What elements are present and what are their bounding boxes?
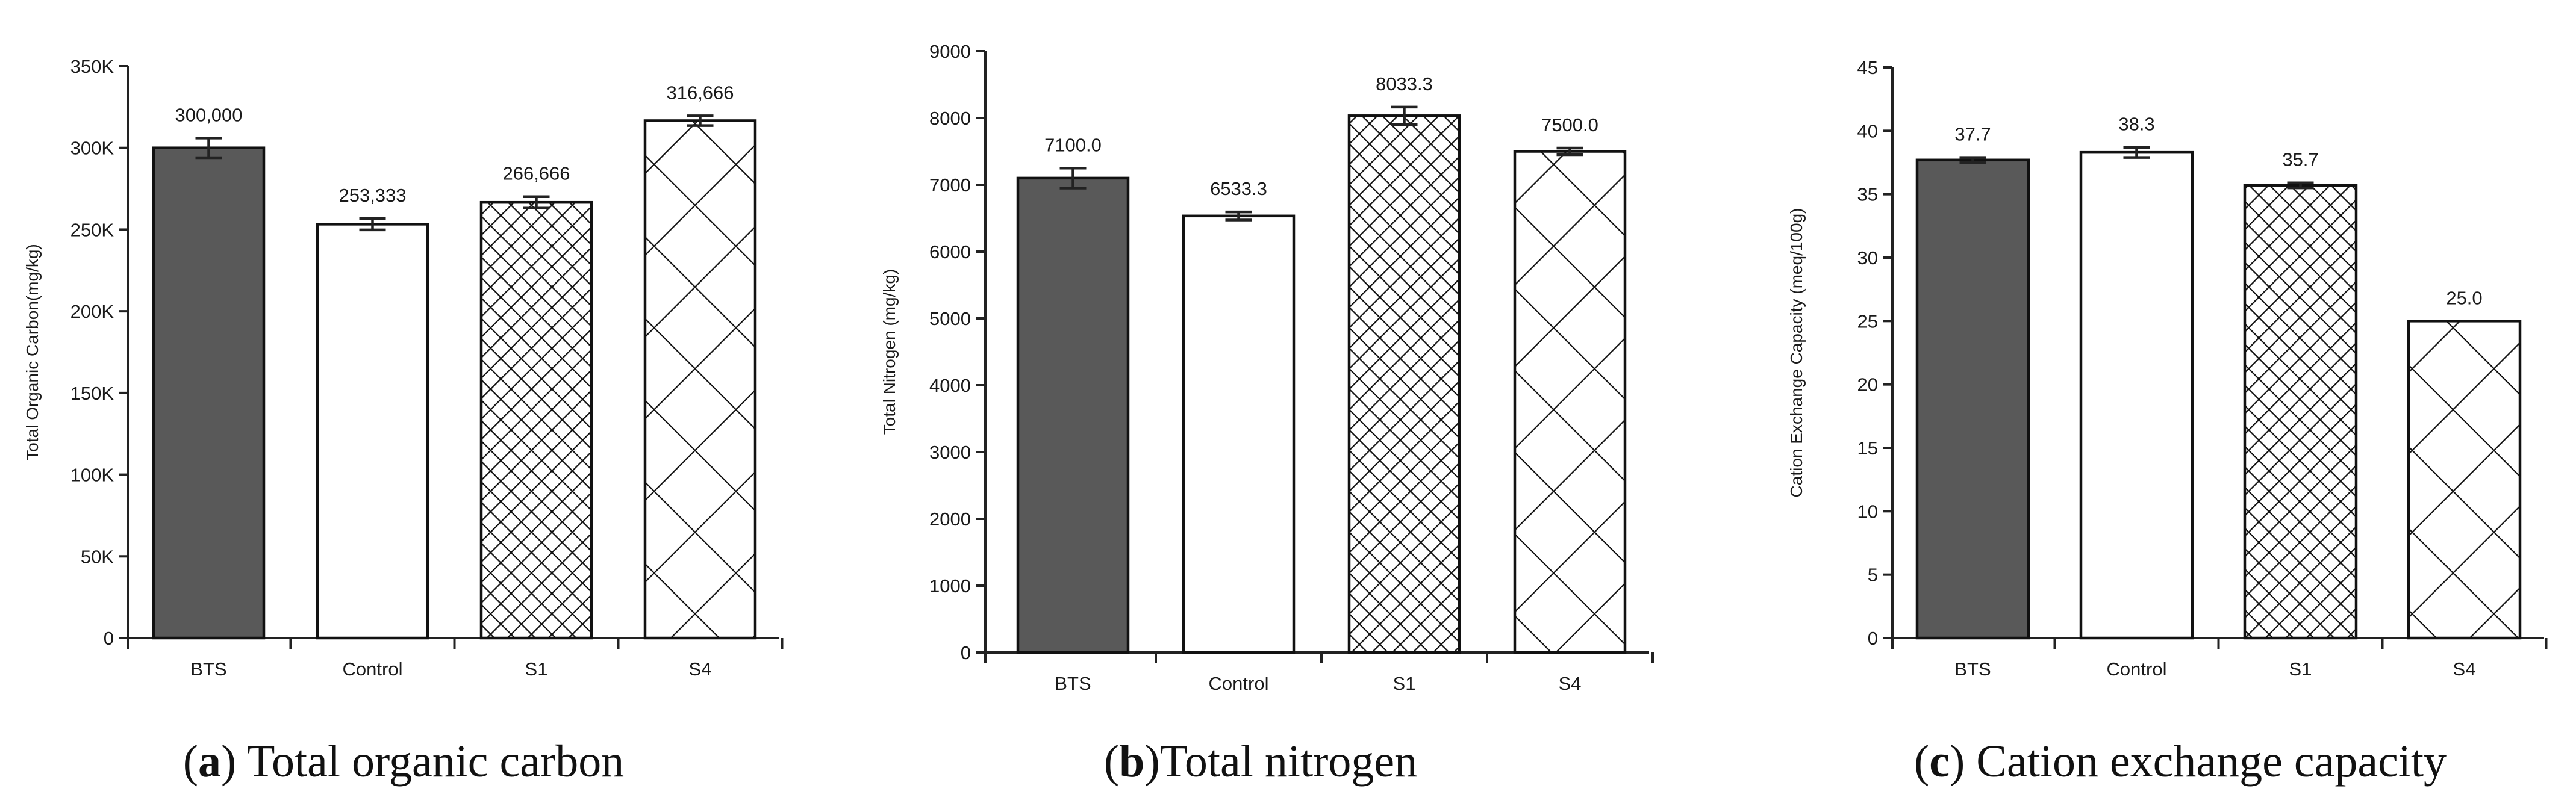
- y-tick-label: 7000: [929, 175, 971, 196]
- y-tick-label: 8000: [929, 108, 971, 129]
- y-tick-label: 0: [104, 628, 114, 649]
- caption-letter: c: [1929, 736, 1950, 787]
- y-tick-label: 250K: [70, 219, 114, 240]
- caption-paren-open: (: [183, 736, 198, 787]
- x-tick-label: S4: [689, 659, 712, 680]
- x-tick-label: S4: [2453, 659, 2476, 680]
- value-label: 300,000: [175, 104, 242, 125]
- y-tick-label: 1000: [929, 575, 971, 597]
- y-tick-label: 9000: [929, 41, 971, 62]
- y-tick-label: 3000: [929, 442, 971, 463]
- x-tick-label: BTS: [190, 659, 226, 680]
- bar-s1: [479, 200, 593, 640]
- chart-panel-c: 0 5 10 15 20 25 30 35 40 45 Cation Exchange Capaci…: [1787, 57, 2548, 787]
- y-axis-title: Cation Exchange Capacity (meq/100g): [1787, 208, 1806, 498]
- y-tick-label: 6000: [929, 241, 971, 262]
- value-label: 8033.3: [1376, 73, 1433, 95]
- x-tick-label: S1: [1393, 673, 1416, 694]
- bar-s4: [1513, 150, 1627, 654]
- y-tick-label: 45: [1857, 57, 1878, 78]
- caption-letter: a: [198, 736, 221, 787]
- caption-paren-open: (: [1104, 736, 1119, 787]
- x-tick-label: BTS: [1954, 659, 1991, 680]
- value-label: 35.7: [2282, 149, 2318, 170]
- bar-control: [2079, 150, 2194, 640]
- bar-s4: [643, 119, 757, 640]
- y-axis-title: Total Nitrogen (mg/kg): [880, 269, 899, 435]
- y-tick-label: 5: [1868, 565, 1878, 586]
- chart-panel-a: 0 50K 100K 150K 200K 250K 300K 350K Total Organi…: [23, 56, 784, 787]
- x-tick-label: Control: [2107, 659, 2167, 680]
- y-tick-label: 25: [1857, 311, 1878, 332]
- caption-paren-open: (: [1914, 736, 1929, 787]
- bar-bts: [152, 146, 266, 640]
- y-tick-label: 40: [1857, 120, 1878, 141]
- caption-letter: b: [1119, 736, 1144, 787]
- bar-bts: [1016, 176, 1130, 654]
- value-label: 7100.0: [1044, 134, 1102, 155]
- caption-text: Total organic carbon: [236, 736, 624, 787]
- y-tick-label: 0: [961, 642, 971, 663]
- y-tick-label: 4000: [929, 375, 971, 396]
- y-tick-label: 300K: [70, 138, 114, 159]
- value-label: 25.0: [2446, 287, 2482, 308]
- value-label: 37.7: [1954, 124, 1991, 145]
- bar-control: [1182, 214, 1296, 654]
- x-tick-label: Control: [1209, 673, 1269, 694]
- bar-s1: [1347, 114, 1461, 654]
- value-label: 316,666: [666, 82, 734, 103]
- y-tick-label: 30: [1857, 247, 1878, 268]
- y-tick-label: 2000: [929, 509, 971, 530]
- y-tick-label: 10: [1857, 501, 1878, 522]
- chart-panel-b: 0 1000 2000 3000 4000 5000 6000 7000 8000 9000 Tot…: [880, 41, 1654, 787]
- caption-text: Cation exchange capacity: [1965, 736, 2447, 787]
- x-tick-label: BTS: [1055, 673, 1091, 694]
- value-label: 253,333: [338, 185, 406, 206]
- y-tick-label: 350K: [70, 56, 114, 77]
- panel-caption: (c) Cation exchange capacity: [1914, 736, 2447, 787]
- bar-control: [316, 223, 429, 640]
- y-tick-label: 50K: [81, 546, 114, 567]
- caption-paren-close: ): [221, 736, 236, 787]
- caption-paren-close: ): [1950, 736, 1965, 787]
- y-tick-label: 5000: [929, 308, 971, 329]
- y-tick-label: 15: [1857, 438, 1878, 459]
- y-tick-label: 100K: [70, 465, 114, 486]
- value-label: 6533.3: [1210, 178, 1267, 199]
- bar-bts: [1915, 158, 2030, 640]
- bar-s4: [2407, 320, 2522, 640]
- value-label: 38.3: [2118, 114, 2154, 135]
- bar-s1: [2243, 184, 2358, 640]
- y-tick-label: 150K: [70, 383, 114, 404]
- value-label: 7500.0: [1541, 114, 1598, 135]
- y-tick-label: 20: [1857, 374, 1878, 395]
- caption-text: Total nitrogen: [1160, 736, 1417, 787]
- y-tick-label: 35: [1857, 184, 1878, 205]
- x-tick-label: S1: [525, 659, 548, 680]
- x-tick-label: S1: [2289, 659, 2312, 680]
- panel-caption: (b)Total nitrogen: [1104, 736, 1417, 787]
- caption-paren-close: ): [1144, 736, 1159, 787]
- y-tick-label: 0: [1868, 628, 1878, 649]
- x-tick-label: S4: [1559, 673, 1582, 694]
- x-tick-label: Control: [343, 659, 403, 680]
- y-tick-label: 200K: [70, 301, 114, 322]
- panel-caption: (a) Total organic carbon: [183, 736, 625, 787]
- value-label: 266,666: [502, 163, 570, 184]
- y-axis-title: Total Organic Carbon(mg/kg): [23, 244, 42, 460]
